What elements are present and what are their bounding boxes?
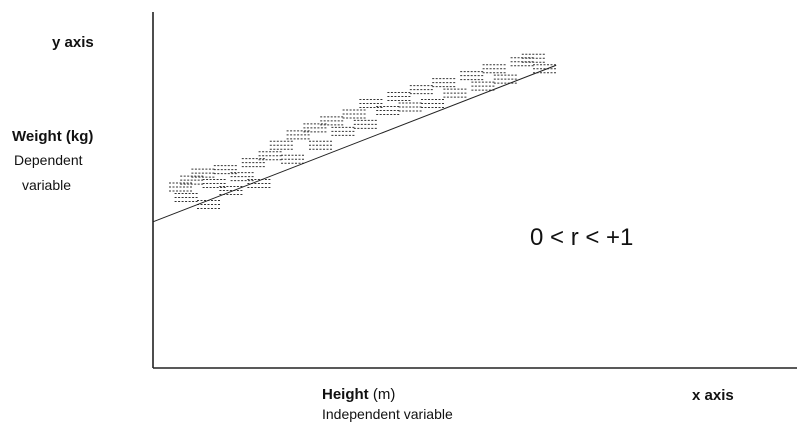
y-axis-unit: (kg) xyxy=(65,128,94,145)
data-point xyxy=(169,182,193,192)
data-point xyxy=(387,92,412,102)
data-point xyxy=(482,64,507,74)
data-point xyxy=(191,168,216,178)
data-point xyxy=(286,130,311,140)
data-point xyxy=(213,165,238,175)
y-axis-role-line1: Dependent xyxy=(14,152,83,168)
x-axis-role: Independent variable xyxy=(322,406,453,422)
y-axis-label: Weight (kg) xyxy=(12,128,93,145)
data-point xyxy=(331,126,356,136)
data-point xyxy=(342,109,367,119)
data-point xyxy=(281,154,305,164)
data-point xyxy=(180,175,205,185)
trend-line xyxy=(152,64,557,223)
y-axis-caption: y axis xyxy=(52,34,94,51)
data-point xyxy=(303,123,328,133)
y-axis-quantity: Weight xyxy=(12,128,62,145)
x-axis-label: Height (m) xyxy=(322,386,395,403)
data-point xyxy=(443,88,468,98)
data-point xyxy=(202,179,227,189)
data-point xyxy=(432,78,457,88)
data-point xyxy=(353,119,378,129)
x-axis-quantity: Height xyxy=(322,386,369,403)
x-axis-unit: (m) xyxy=(372,386,396,403)
data-point xyxy=(409,85,434,95)
data-point xyxy=(398,102,423,112)
data-point xyxy=(376,105,401,115)
data-point xyxy=(174,192,199,202)
data-point xyxy=(521,53,546,63)
data-point xyxy=(309,140,333,150)
data-point xyxy=(258,151,283,161)
data-point xyxy=(471,81,496,91)
data-point xyxy=(230,172,255,182)
data-point xyxy=(320,116,345,126)
data-point xyxy=(269,140,294,150)
data-point xyxy=(241,158,266,168)
data-points xyxy=(169,53,557,209)
data-point xyxy=(460,71,485,81)
x-axis-caption: x axis xyxy=(692,387,734,404)
y-axis-role-line2: variable xyxy=(22,177,72,193)
data-point xyxy=(493,74,518,84)
correlation-annotation: 0 < r < +1 xyxy=(530,224,634,251)
data-point xyxy=(510,57,535,67)
data-point xyxy=(359,99,384,109)
data-point xyxy=(421,99,445,109)
data-point xyxy=(197,199,221,209)
